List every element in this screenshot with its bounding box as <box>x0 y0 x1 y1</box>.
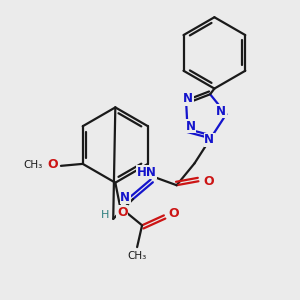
Text: H: H <box>101 210 110 220</box>
Text: N: N <box>185 120 196 133</box>
Text: O: O <box>48 158 58 171</box>
Text: N: N <box>204 133 214 146</box>
Text: O: O <box>117 206 128 219</box>
Text: O: O <box>203 175 214 188</box>
Text: HN: HN <box>137 166 157 179</box>
Text: N: N <box>120 190 130 204</box>
Text: CH₃: CH₃ <box>128 251 147 261</box>
Text: N: N <box>216 105 226 118</box>
Text: O: O <box>169 207 179 220</box>
Text: CH₃: CH₃ <box>24 160 43 170</box>
Text: N: N <box>183 92 193 105</box>
